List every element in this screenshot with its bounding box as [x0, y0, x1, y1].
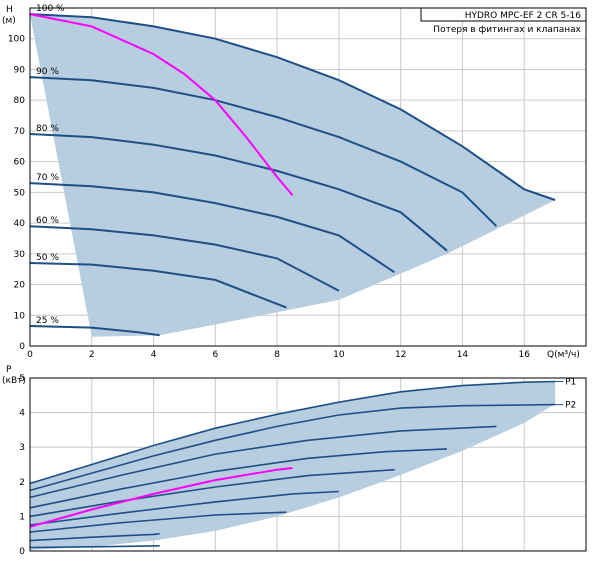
power-speed-curve [29, 490, 339, 526]
speed-curve [29, 262, 287, 309]
y-tick-label: 50 [14, 188, 26, 198]
y-tick-label: 100 [8, 35, 25, 45]
x-tick-label: 8 [274, 350, 280, 360]
x-tick-label: 10 [333, 350, 345, 360]
y-tick-label: 90 [14, 65, 26, 75]
y-tick-label: 4 [19, 409, 25, 419]
y-tick-label: 0 [19, 342, 25, 352]
power-speed-curve [29, 511, 287, 533]
head-system-curve [29, 13, 294, 197]
head-chart: 100 %90 %80 %70 %60 %50 %25 % 0102030405… [2, 4, 587, 360]
power-ylabel-1: P [6, 365, 12, 375]
y-tick-label: 60 [14, 158, 26, 168]
y-tick-label: 2 [19, 478, 25, 488]
head-y-ticks: 0 10 20 30 40 50 60 70 80 90 100 [8, 35, 25, 352]
title-box [420, 7, 587, 22]
power-curve-p1 [29, 380, 556, 485]
x-tick-label: 2 [89, 350, 95, 360]
y-tick-label: 3 [19, 443, 25, 453]
power-speed-curve [29, 545, 160, 549]
speed-label: 100 % [36, 4, 65, 14]
head-ylabel-1: H [6, 5, 13, 15]
power-series-labels: P1 P2 [555, 377, 576, 411]
x-tick-label: 14 [457, 350, 469, 360]
power-speed-curve [29, 532, 160, 542]
y-tick-label: 5 [19, 374, 25, 384]
power-system-curve [29, 467, 293, 528]
y-tick-label: 1 [19, 512, 25, 522]
speed-curve [29, 13, 556, 201]
power-ylabel-2: (кВт) [2, 376, 26, 386]
power-chart: 0 1 2 3 4 5 P1 P2 P (кВт) [2, 365, 587, 557]
speed-curve [29, 76, 498, 227]
title-model: HYDRO MPC-EF 2 CR 5-16 [465, 11, 582, 21]
power-plot-frame [29, 377, 587, 552]
head-xlabel: Q(м³/ч) [547, 350, 580, 360]
power-curve-p2 [29, 403, 556, 492]
speed-curve [29, 325, 160, 337]
head-plot-frame [29, 7, 587, 347]
power-speed-curve [29, 448, 448, 509]
speed-curve [29, 225, 340, 292]
x-tick-label: 0 [27, 350, 33, 360]
y-tick-label: 70 [14, 127, 26, 137]
y-tick-label: 20 [14, 281, 26, 291]
x-tick-label: 16 [518, 350, 530, 360]
speed-curve [29, 182, 396, 274]
title-note: Потеря в фитингах и клапанах [433, 25, 581, 35]
series-label-p2: P2 [565, 401, 576, 411]
power-y-ticks: 0 1 2 3 4 5 [19, 374, 25, 557]
power-speed-curve [29, 425, 497, 499]
speed-label: 70 % [36, 173, 59, 183]
y-tick-label: 0 [19, 547, 25, 557]
speed-label: 90 % [36, 67, 59, 77]
head-curves: 100 % 90 % 80 % 70 % 60 % 50 % 25 % [29, 4, 556, 337]
head-ylabel-2: (м) [2, 16, 16, 26]
speed-label: 60 % [36, 216, 59, 226]
y-tick-label: 40 [14, 219, 26, 229]
y-tick-label: 10 [14, 311, 26, 321]
power-speed-curve [29, 468, 395, 518]
power-curves [29, 380, 556, 549]
speed-curve [29, 133, 448, 252]
series-label-p1: P1 [565, 377, 576, 387]
x-tick-label: 6 [212, 350, 218, 360]
y-tick-label: 30 [14, 250, 26, 260]
y-tick-label: 80 [14, 96, 26, 106]
x-tick-label: 4 [151, 350, 157, 360]
speed-label: 80 % [36, 124, 59, 134]
head-x-ticks: 0 2 4 6 8 10 12 14 16 [27, 350, 530, 360]
speed-label: 50 % [36, 253, 59, 263]
speed-label: 25 % [36, 316, 59, 326]
x-tick-label: 12 [395, 350, 406, 360]
